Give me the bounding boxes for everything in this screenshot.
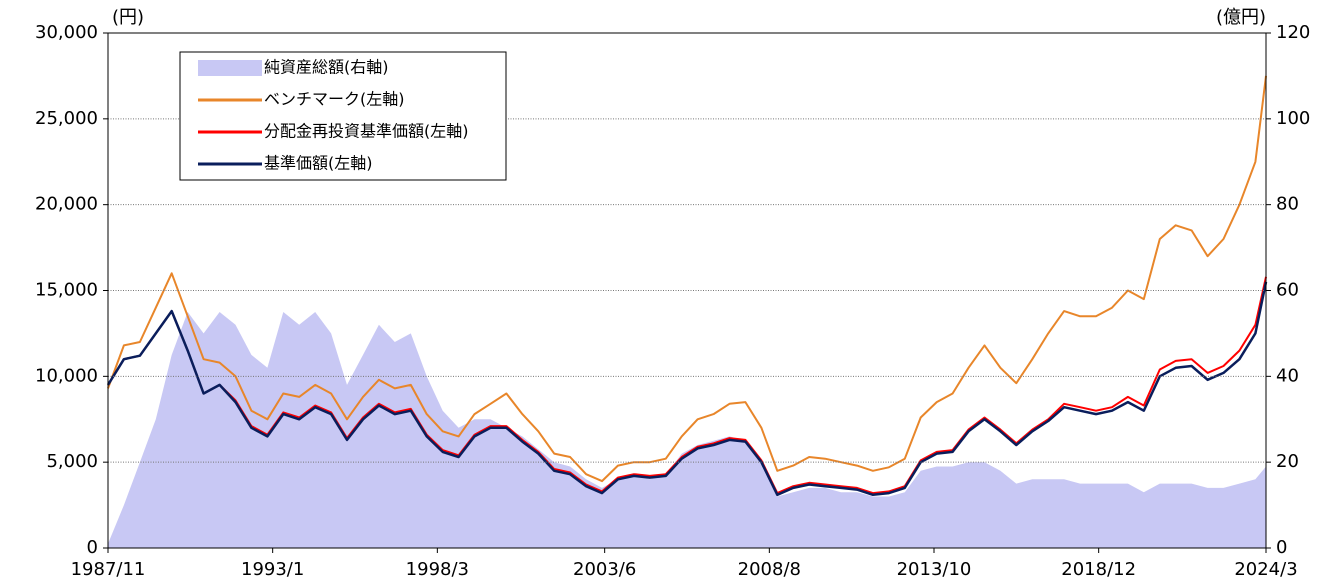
plot-frame	[107, 32, 1267, 549]
y-tick-label: 20,000	[35, 194, 98, 215]
legend: 純資産総額(右軸) ベンチマーク(左軸) 分配金再投資基準価額(左軸) 基準価額(左軸…	[179, 51, 507, 181]
y-tick-label: 0	[87, 537, 98, 558]
y2-tick-label: 20	[1276, 451, 1299, 472]
legend-swatch	[198, 60, 262, 76]
y-tick-label: 5,000	[46, 451, 98, 472]
legend-label: 純資産総額(右軸)	[264, 58, 389, 77]
y2-tick-label: 100	[1276, 108, 1310, 129]
line	[107, 75, 1267, 483]
x-tick-label: 1998/3	[406, 559, 469, 580]
y-tick-label: 15,000	[35, 280, 98, 301]
x-tick-label: 2008/8	[738, 559, 801, 580]
line	[106, 281, 1268, 497]
line	[107, 276, 1267, 495]
y-tick-label: 10,000	[35, 365, 98, 386]
legend-label: ベンチマーク(左軸)	[264, 90, 405, 109]
y-unit: (円)	[112, 7, 144, 28]
y2-unit: (億円)	[1216, 7, 1266, 28]
y2-tick-label: 80	[1276, 194, 1299, 215]
x-tick-label: 1987/11	[71, 559, 146, 580]
legend-label: 分配金再投資基準価額(左軸)	[264, 122, 469, 141]
y2-tick-label: 40	[1276, 365, 1299, 386]
x-tick-label: 2024/3	[1234, 559, 1297, 580]
legend-label: 基準価額(左軸)	[264, 154, 373, 173]
area	[108, 312, 1266, 548]
y-tick-label: 30,000	[35, 22, 98, 43]
x-tick-label: 2003/6	[573, 559, 636, 580]
x-tick-label: 2013/10	[897, 559, 972, 580]
plot	[106, 75, 1268, 548]
y-tick-label: 25,000	[35, 108, 98, 129]
x-tick-label: 1993/1	[241, 559, 304, 580]
y2-tick-label: 0	[1276, 537, 1287, 558]
x-tick-label: 2018/12	[1061, 559, 1136, 580]
y2-tick-label: 60	[1276, 280, 1299, 301]
y2-tick-label: 120	[1276, 22, 1310, 43]
